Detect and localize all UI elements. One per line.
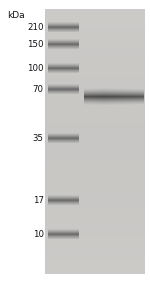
Text: 35: 35 xyxy=(33,134,44,143)
Text: 100: 100 xyxy=(27,64,44,73)
Text: 210: 210 xyxy=(27,23,44,32)
Text: 150: 150 xyxy=(27,40,44,49)
Text: 17: 17 xyxy=(33,196,44,205)
Text: 70: 70 xyxy=(33,85,44,94)
Text: kDa: kDa xyxy=(7,10,24,20)
Text: 10: 10 xyxy=(33,230,44,239)
